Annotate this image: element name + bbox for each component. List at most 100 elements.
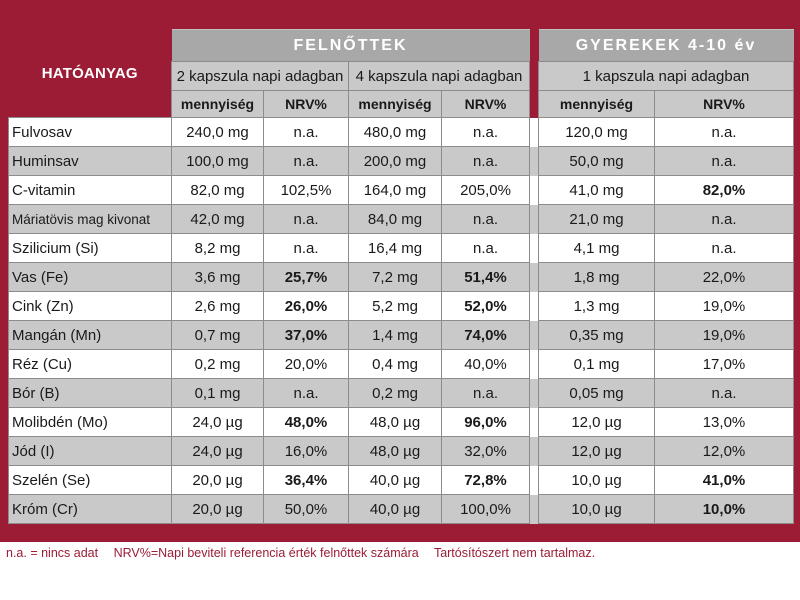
ingredient-name: Huminsav xyxy=(8,146,172,176)
child-1caps-nrv: n.a. xyxy=(654,233,794,263)
table-row: Réz (Cu) 0,2 mg 20,0% 0,4 mg 40,0% 0,1 m… xyxy=(8,349,794,379)
ingredient-name: Máriatövis mag kivonat xyxy=(8,204,172,234)
column-gap xyxy=(529,146,539,176)
ingredient-name: Króm (Cr) xyxy=(8,494,172,524)
child-1caps-nrv: 19,0% xyxy=(654,320,794,350)
adult-4caps-nrv: 96,0% xyxy=(441,407,530,437)
ingredient-header: HATÓANYAG xyxy=(8,29,172,118)
adult-2caps-nrv: n.a. xyxy=(263,204,349,234)
child-1caps-nrv: 17,0% xyxy=(654,349,794,379)
adult-2caps-nrv: 48,0% xyxy=(263,407,349,437)
preservative-note: Tartósítószert nem tartalmaz. xyxy=(433,546,596,560)
adult-2caps-nrv: 36,4% xyxy=(263,465,349,495)
adult-4caps-nrv: n.a. xyxy=(441,233,530,263)
table-row: Króm (Cr) 20,0 µg 50,0% 40,0 µg 100,0% 1… xyxy=(8,494,794,524)
adult-4caps-qty: 480,0 mg xyxy=(348,117,442,147)
adult-2caps-qty: 0,1 mg xyxy=(171,378,264,408)
child-1caps-qty: 4,1 mg xyxy=(538,233,655,263)
adult-4caps-nrv: 52,0% xyxy=(441,291,530,321)
table-row: Huminsav 100,0 mg n.a. 200,0 mg n.a. 50,… xyxy=(8,146,794,176)
child-1caps-qty: 1,8 mg xyxy=(538,262,655,292)
ingredient-name: Mangán (Mn) xyxy=(8,320,172,350)
adult-2caps-qty: 240,0 mg xyxy=(171,117,264,147)
table-row: Máriatövis mag kivonat 42,0 mg n.a. 84,0… xyxy=(8,204,794,234)
child-1caps-qty: 12,0 µg xyxy=(538,407,655,437)
qty-header: mennyiség xyxy=(538,90,655,118)
dose-1caps-header: 1 kapszula napi adagban xyxy=(538,61,794,91)
nutrition-table: HATÓANYAG FELNŐTTEK GYEREKEK 4-10 év 2 k… xyxy=(8,29,794,524)
adult-4caps-nrv: n.a. xyxy=(441,117,530,147)
adult-2caps-nrv: n.a. xyxy=(263,117,349,147)
adult-4caps-nrv: 72,8% xyxy=(441,465,530,495)
footer-notes: n.a. = nincs adat NRV%=Napi beviteli ref… xyxy=(6,546,607,560)
adult-4caps-nrv: n.a. xyxy=(441,146,530,176)
adult-2caps-qty: 8,2 mg xyxy=(171,233,264,263)
column-gap xyxy=(529,407,539,437)
adult-4caps-nrv: 74,0% xyxy=(441,320,530,350)
child-1caps-qty: 10,0 µg xyxy=(538,465,655,495)
adult-4caps-qty: 5,2 mg xyxy=(348,291,442,321)
nrv-note: NRV%=Napi beviteli referencia érték feln… xyxy=(113,546,419,560)
na-note: n.a. = nincs adat xyxy=(6,546,99,560)
child-1caps-qty: 0,05 mg xyxy=(538,378,655,408)
adult-4caps-qty: 164,0 mg xyxy=(348,175,442,205)
column-gap xyxy=(529,320,539,350)
child-1caps-nrv: 82,0% xyxy=(654,175,794,205)
ingredient-name: Réz (Cu) xyxy=(8,349,172,379)
ingredient-name: Szelén (Se) xyxy=(8,465,172,495)
child-1caps-qty: 12,0 µg xyxy=(538,436,655,466)
ingredient-name: C-vitamin xyxy=(8,175,172,205)
nrv-header: NRV% xyxy=(441,90,530,118)
dose-2caps-header: 2 kapszula napi adagban xyxy=(171,61,349,91)
children-header: GYEREKEK 4-10 év xyxy=(538,29,794,62)
adult-2caps-qty: 0,2 mg xyxy=(171,349,264,379)
adult-2caps-qty: 3,6 mg xyxy=(171,262,264,292)
adult-4caps-nrv: 205,0% xyxy=(441,175,530,205)
child-1caps-qty: 10,0 µg xyxy=(538,494,655,524)
adult-4caps-qty: 48,0 µg xyxy=(348,407,442,437)
child-1caps-nrv: 22,0% xyxy=(654,262,794,292)
column-gap xyxy=(529,204,539,234)
adult-2caps-nrv: 20,0% xyxy=(263,349,349,379)
adult-4caps-qty: 40,0 µg xyxy=(348,465,442,495)
adult-4caps-qty: 40,0 µg xyxy=(348,494,442,524)
adult-4caps-nrv: 51,4% xyxy=(441,262,530,292)
adult-2caps-qty: 42,0 mg xyxy=(171,204,264,234)
adult-2caps-qty: 24,0 µg xyxy=(171,436,264,466)
table-row: Jód (I) 24,0 µg 16,0% 48,0 µg 32,0% 12,0… xyxy=(8,436,794,466)
adult-2caps-nrv: 16,0% xyxy=(263,436,349,466)
child-1caps-qty: 21,0 mg xyxy=(538,204,655,234)
child-1caps-nrv: 12,0% xyxy=(654,436,794,466)
child-1caps-qty: 0,1 mg xyxy=(538,349,655,379)
ingredient-name: Cink (Zn) xyxy=(8,291,172,321)
table-row: Fulvosav 240,0 mg n.a. 480,0 mg n.a. 120… xyxy=(8,117,794,147)
adult-2caps-nrv: n.a. xyxy=(263,233,349,263)
nrv-header: NRV% xyxy=(263,90,349,118)
child-1caps-nrv: 10,0% xyxy=(654,494,794,524)
child-1caps-nrv: 13,0% xyxy=(654,407,794,437)
table-row: C-vitamin 82,0 mg 102,5% 164,0 mg 205,0%… xyxy=(8,175,794,205)
adult-4caps-nrv: 100,0% xyxy=(441,494,530,524)
dose-4caps-header: 4 kapszula napi adagban xyxy=(348,61,530,91)
column-gap xyxy=(529,349,539,379)
column-gap xyxy=(529,233,539,263)
ingredient-name: Fulvosav xyxy=(8,117,172,147)
adult-2caps-nrv: 37,0% xyxy=(263,320,349,350)
adult-2caps-nrv: 25,7% xyxy=(263,262,349,292)
column-gap xyxy=(529,378,539,408)
ingredient-name: Molibdén (Mo) xyxy=(8,407,172,437)
child-1caps-qty: 120,0 mg xyxy=(538,117,655,147)
adult-2caps-nrv: 26,0% xyxy=(263,291,349,321)
adult-2caps-qty: 0,7 mg xyxy=(171,320,264,350)
adult-4caps-qty: 16,4 mg xyxy=(348,233,442,263)
adult-2caps-nrv: 102,5% xyxy=(263,175,349,205)
child-1caps-nrv: n.a. xyxy=(654,117,794,147)
column-gap xyxy=(529,175,539,205)
adult-2caps-nrv: 50,0% xyxy=(263,494,349,524)
table-row: Szelén (Se) 20,0 µg 36,4% 40,0 µg 72,8% … xyxy=(8,465,794,495)
column-gap xyxy=(529,465,539,495)
child-1caps-qty: 41,0 mg xyxy=(538,175,655,205)
adult-2caps-qty: 20,0 µg xyxy=(171,494,264,524)
child-1caps-qty: 0,35 mg xyxy=(538,320,655,350)
column-gap xyxy=(529,117,539,147)
